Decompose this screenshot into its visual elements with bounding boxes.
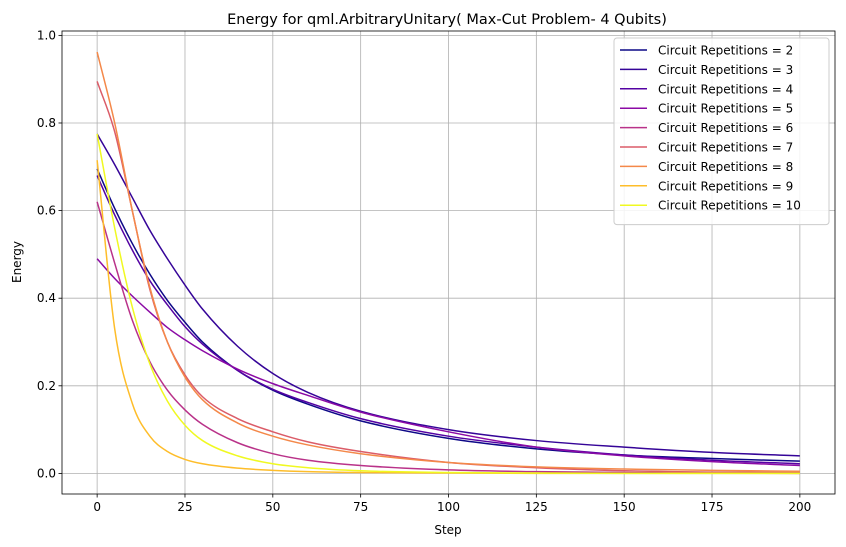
y-tick-label: 0.6 — [37, 204, 56, 218]
x-tick-label: 125 — [525, 500, 548, 514]
x-tick-label: 100 — [437, 500, 460, 514]
y-axis-label: Energy — [10, 241, 24, 283]
y-tick-label: 0.2 — [37, 379, 56, 393]
x-tick-label: 0 — [93, 500, 101, 514]
legend-entry: Circuit Repetitions = 7 — [658, 141, 793, 155]
legend: Circuit Repetitions = 2 Circuit Repetitio… — [613, 37, 830, 226]
y-tick-label: 0.8 — [37, 116, 56, 130]
series-line-9 — [96, 133, 800, 475]
legend-entry: Circuit Repetitions = 10 — [658, 199, 801, 213]
x-tick-label: 25 — [177, 500, 192, 514]
series-line-3 — [96, 175, 800, 465]
y-tick-label: 1.0 — [37, 28, 56, 42]
y-tick-label: 0.0 — [37, 466, 56, 480]
series-line-7 — [96, 51, 800, 472]
series-line-4 — [96, 258, 800, 467]
chart-title: Energy for qml.ArbitraryUnitary( Max-Cut… — [227, 12, 667, 28]
y-axis-ticks: 0.0 0.2 0.4 0.6 0.8 1.0 — [37, 28, 62, 480]
legend-entry: Circuit Repetitions = 6 — [658, 121, 793, 135]
y-tick-label: 0.4 — [37, 291, 56, 305]
series-lines — [96, 51, 800, 475]
legend-entry: Circuit Repetitions = 5 — [658, 102, 793, 116]
x-tick-label: 200 — [788, 500, 811, 514]
x-axis-label: Step — [434, 523, 461, 537]
x-axis-ticks: 0 25 50 75 100 125 150 175 200 — [93, 494, 811, 514]
x-tick-label: 50 — [265, 500, 280, 514]
x-tick-label: 75 — [353, 500, 368, 514]
x-tick-label: 175 — [701, 500, 724, 514]
legend-entry: Circuit Repetitions = 2 — [658, 44, 793, 58]
x-tick-label: 150 — [613, 500, 636, 514]
legend-entry: Circuit Repetitions = 8 — [658, 160, 793, 174]
legend-entry: Circuit Repetitions = 4 — [658, 82, 793, 96]
legend-entry: Circuit Repetitions = 9 — [658, 179, 793, 193]
series-line-2 — [96, 133, 800, 457]
legend-box — [613, 37, 830, 226]
legend-entry: Circuit Repetitions = 3 — [658, 63, 793, 77]
